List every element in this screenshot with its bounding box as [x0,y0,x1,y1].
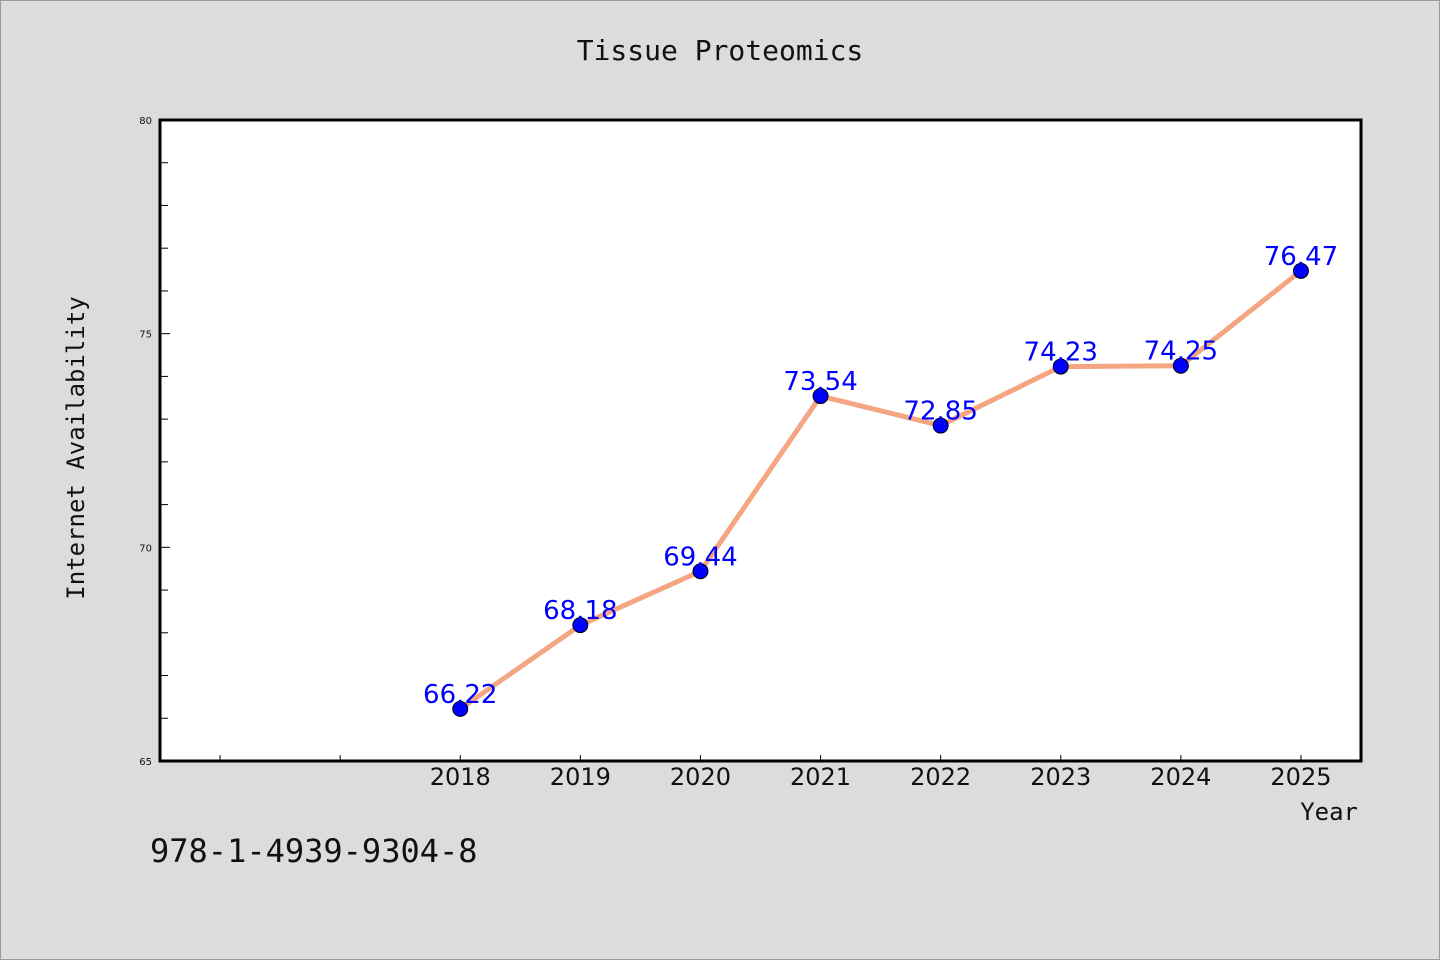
y-tick-label: 80 [139,116,152,127]
x-tick-label: 2021 [790,763,851,791]
x-tick-label: 2019 [550,763,611,791]
data-label: 73.54 [783,367,857,397]
data-point [452,700,469,717]
data-label: 72.85 [903,397,977,427]
data-point [1172,357,1189,374]
y-axis-title: Internet Availability [62,296,90,599]
series-markers [452,262,1309,717]
data-point [1292,262,1309,279]
x-tick-label: 2025 [1270,763,1331,791]
x-axis: 2018 2019 2020 2021 2022 2023 2024 2025 [219,755,1331,791]
x-tick-label: 2018 [430,763,491,791]
plot-area [158,118,1363,763]
x-axis-title: Year [1300,798,1358,826]
x-tick-label: 2024 [1150,763,1211,791]
y-axis: 65 70 75 80 [139,116,170,768]
data-label: 66.22 [423,680,497,710]
data-point [1052,358,1069,375]
data-label: 74.23 [1024,338,1098,368]
x-tick-label: 2023 [1030,763,1091,791]
y-tick-label: 75 [139,330,152,341]
isbn-number: 978-1-4939-9304-8 [150,832,478,870]
x-tick-label: 2022 [910,763,971,791]
data-point [812,388,829,405]
data-label: 68.18 [543,596,617,626]
data-label: 74.25 [1144,337,1218,367]
chart-title: Tissue Proteomics [576,34,864,67]
data-point [692,563,709,580]
y-tick-label: 65 [139,757,152,768]
data-point [932,417,949,434]
x-tick-label: 2020 [670,763,731,791]
data-labels: 66.22 68.18 69.44 73.54 72.85 74.23 74.25 76.47 [423,242,1338,710]
data-label: 69.44 [663,542,737,572]
data-point [572,617,589,634]
y-tick-label: 70 [139,543,152,554]
data-label: 76.47 [1264,242,1338,272]
series-line [458,268,1303,711]
